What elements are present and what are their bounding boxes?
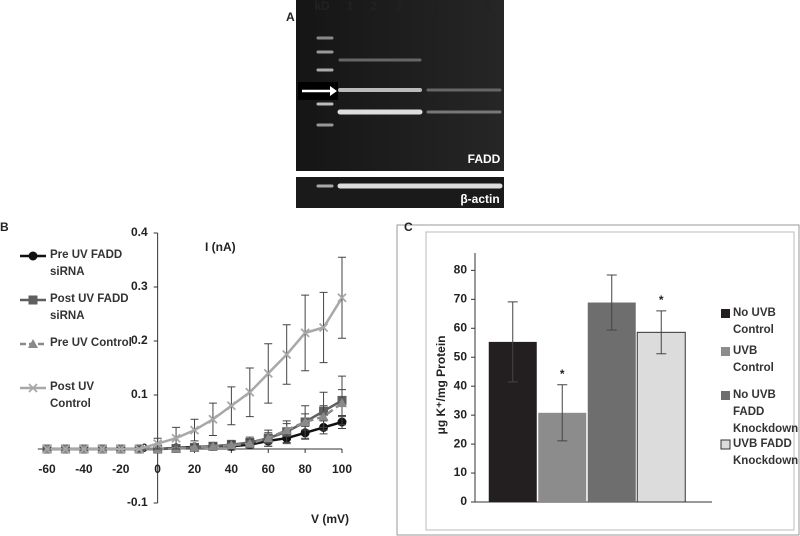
y-tick-label: 20 xyxy=(454,436,468,450)
marker xyxy=(42,444,52,454)
marker xyxy=(318,322,329,333)
marker xyxy=(337,398,347,408)
marker xyxy=(226,440,237,450)
error-bar xyxy=(557,384,568,442)
marker xyxy=(281,425,292,435)
error-bar xyxy=(507,301,518,383)
marker xyxy=(189,442,200,452)
x-tick-label: 60 xyxy=(262,462,276,476)
blot-unit: kD xyxy=(314,0,330,13)
arrow-head xyxy=(330,86,337,96)
marker xyxy=(97,444,107,454)
legend-swatch xyxy=(721,391,730,400)
marker xyxy=(134,444,144,454)
legend-label: Pre UV FADD siRNA xyxy=(50,249,123,278)
lane-label: 6 xyxy=(485,0,492,13)
significance-mark: * xyxy=(659,293,664,307)
y-tick-label: 70 xyxy=(454,291,468,305)
x-tick-label: 40 xyxy=(225,462,239,476)
lane-label: 2 xyxy=(371,0,378,13)
lane-label: 1 xyxy=(347,0,354,13)
y-tick-label: 0 xyxy=(460,494,467,508)
lane-label: 5 xyxy=(458,0,465,13)
legend-label: UVB FADD Knockdown xyxy=(733,438,799,467)
legend-label: UVB Control xyxy=(733,345,774,374)
marker xyxy=(244,438,255,448)
y-tick-label: 40 xyxy=(454,378,468,392)
x-tick-label: 100 xyxy=(332,462,352,476)
y-tick-label: 0.3 xyxy=(131,279,148,293)
marker xyxy=(263,368,273,379)
y-tick-label: 60 xyxy=(454,320,468,334)
legend-marker xyxy=(28,251,38,261)
panel-label: C xyxy=(404,220,413,234)
panel-label: A xyxy=(286,10,295,24)
panel-frame xyxy=(396,224,800,536)
marker xyxy=(300,417,311,426)
x-tick-label: 0 xyxy=(154,462,161,476)
lane-label: 4 xyxy=(429,0,436,13)
y-axis-label: I (nA) xyxy=(205,240,236,254)
legend-swatch xyxy=(721,309,730,318)
x-axis-label: V (mV) xyxy=(311,512,349,526)
legend-marker xyxy=(28,295,38,305)
y-tick-label: -0.1 xyxy=(127,495,148,509)
error-bar xyxy=(606,274,617,331)
marker xyxy=(152,438,163,449)
significance-mark: * xyxy=(560,367,565,381)
marker xyxy=(245,387,255,397)
y-tick-label: 80 xyxy=(454,263,468,277)
marker xyxy=(300,328,310,338)
plot-frame xyxy=(425,231,795,531)
marker xyxy=(282,349,292,360)
y-tick-label: 10 xyxy=(454,465,468,479)
marker xyxy=(79,444,89,454)
y-tick-label: 50 xyxy=(454,349,468,363)
x-tick-label: -60 xyxy=(38,462,56,476)
legend-swatch xyxy=(720,439,731,450)
marker xyxy=(207,441,218,451)
blot-bands xyxy=(316,36,503,189)
legend-label: No UVB FADD Knockdown xyxy=(733,389,799,435)
y-tick-label: 30 xyxy=(454,407,468,421)
marker xyxy=(116,444,126,454)
y-tick-label: 0.1 xyxy=(131,387,148,401)
legend-label: Post UV FADD siRNA xyxy=(50,293,129,322)
blot-image xyxy=(296,177,504,208)
error-bar xyxy=(656,310,667,355)
y-tick-label: 0.2 xyxy=(131,333,148,347)
marker xyxy=(208,414,218,424)
lane-label: 3 xyxy=(396,0,403,13)
marker xyxy=(226,401,237,411)
blot-label: β-actin xyxy=(460,192,499,206)
marker xyxy=(337,293,347,303)
marker xyxy=(60,444,71,454)
x-tick-label: 20 xyxy=(188,462,202,476)
x-tick-label: -20 xyxy=(112,462,130,476)
bar xyxy=(587,302,636,502)
marker xyxy=(171,433,181,443)
marker xyxy=(189,425,200,435)
y-axis-label: μg K⁺/mg Protein xyxy=(434,335,448,434)
legend-label: No UVB Control xyxy=(733,307,776,336)
bar xyxy=(636,331,686,503)
panel-label: B xyxy=(0,220,9,234)
x-tick-label: -40 xyxy=(75,462,93,476)
marker xyxy=(318,411,329,421)
legend-label: Pre UV Control xyxy=(50,337,132,349)
marker xyxy=(263,433,274,443)
legend-marker xyxy=(28,339,38,348)
legend-swatch xyxy=(721,347,730,356)
y-tick-label: 0.4 xyxy=(131,225,148,239)
x-tick-label: 80 xyxy=(298,462,312,476)
legend-marker xyxy=(28,383,38,393)
legend-label: Post UV Control xyxy=(50,381,95,410)
blot-label: FADD xyxy=(468,152,501,166)
